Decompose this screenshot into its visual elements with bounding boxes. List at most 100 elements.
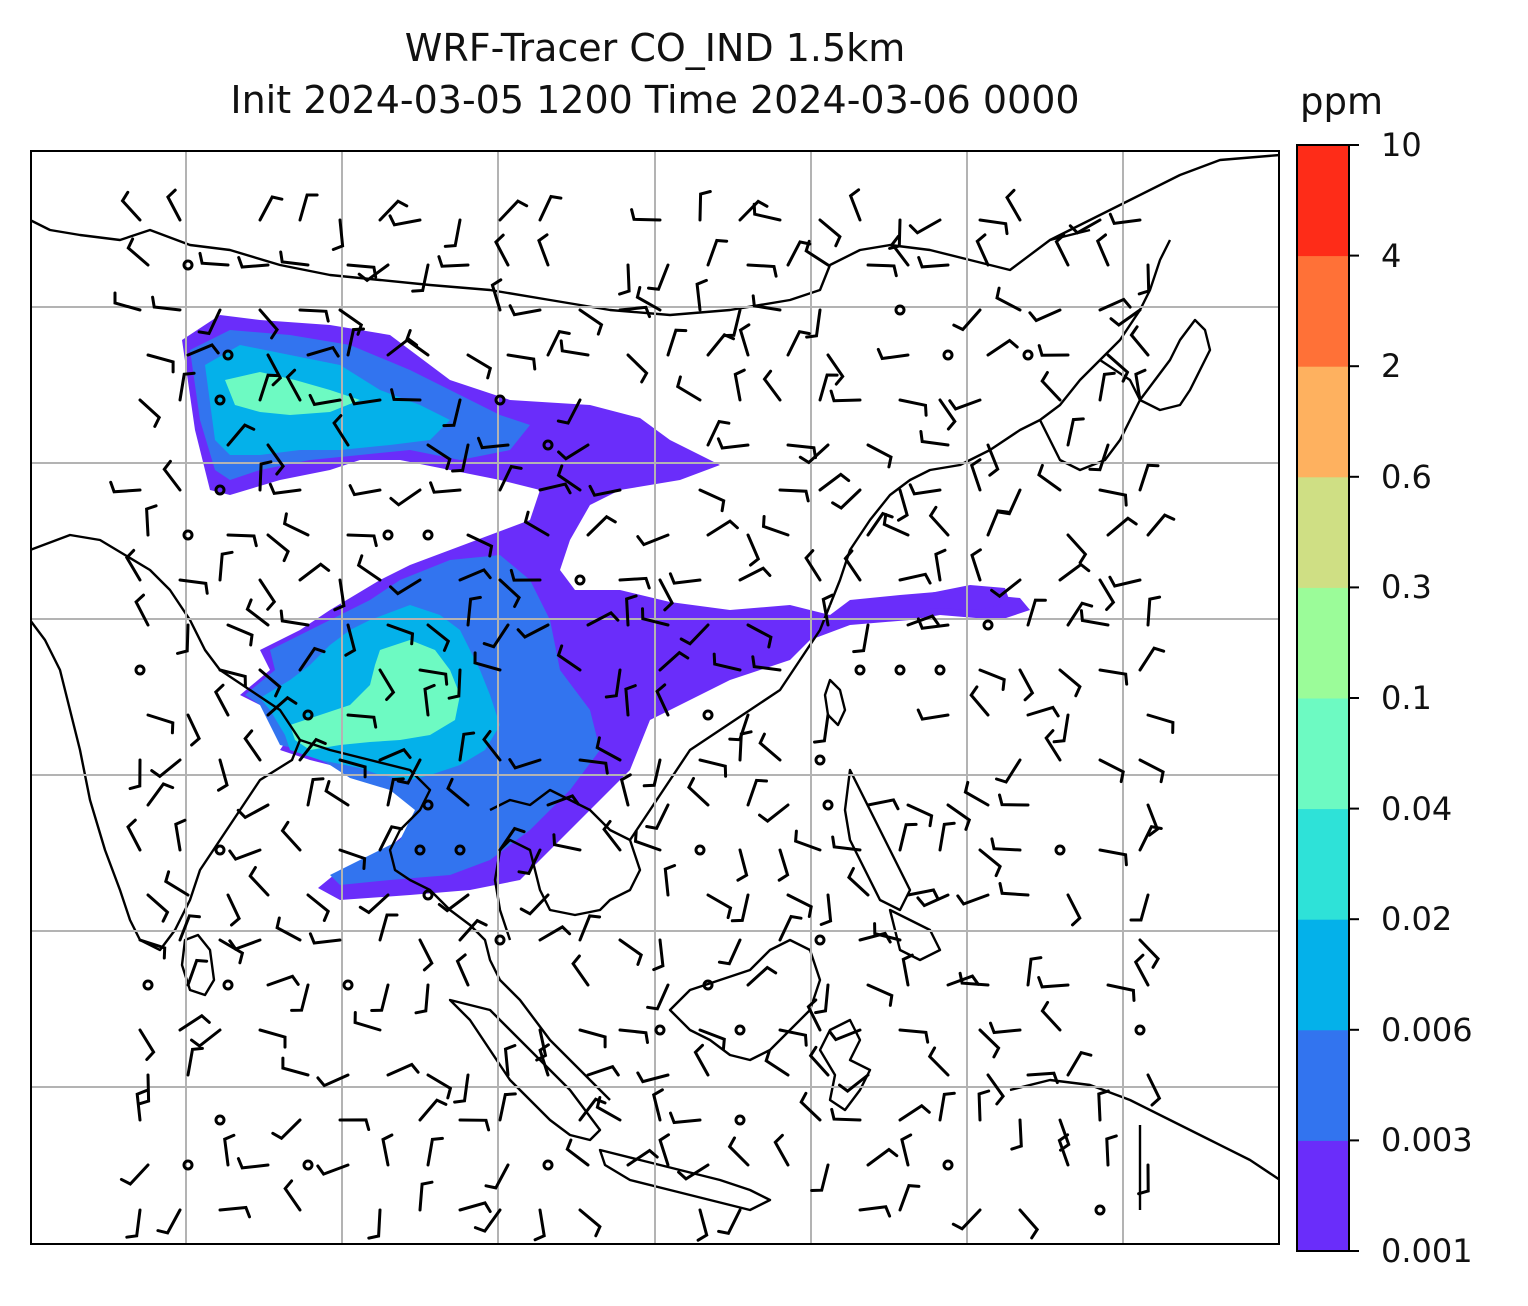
- wind-barb: [595, 736, 622, 762]
- wind-barb: [197, 308, 222, 336]
- wind-barb: [733, 368, 746, 402]
- wind-barb: [675, 375, 702, 402]
- wind-barb: [1138, 646, 1166, 672]
- wind-barb: [237, 256, 270, 269]
- wind-barb: [174, 818, 187, 852]
- wind-barb: [258, 460, 273, 492]
- wind-barb: [578, 308, 604, 336]
- calm-marker: [542, 439, 554, 451]
- wind-barb: [712, 652, 742, 672]
- wind-barb: [1028, 308, 1062, 323]
- map-panel: [30, 150, 1280, 1245]
- calm-marker: [222, 349, 234, 361]
- wind-barb: [658, 650, 690, 672]
- wind-barb: [266, 695, 298, 717]
- colorbar-unit: ppm: [1300, 80, 1384, 123]
- calm-marker: [454, 844, 466, 856]
- wind-barb: [978, 668, 1006, 691]
- calm-marker: [182, 259, 194, 271]
- wind-barb: [746, 778, 768, 807]
- wind-barb: [1098, 668, 1129, 686]
- wind-barb: [516, 623, 550, 639]
- wind-barb: [778, 1028, 808, 1047]
- wind-barb: [285, 368, 302, 402]
- wind-barb: [126, 818, 142, 852]
- wind-barb: [908, 218, 942, 235]
- wind-barb: [109, 480, 142, 494]
- wind-barb: [178, 371, 196, 402]
- calm-marker: [422, 799, 434, 811]
- wind-barb: [586, 611, 620, 627]
- wind-barb: [353, 1011, 382, 1032]
- wind-barb: [888, 218, 902, 250]
- map-svg: [30, 150, 1280, 1245]
- wind-barb: [818, 472, 851, 492]
- wind-barb: [978, 1028, 1001, 1059]
- wind-barb: [897, 488, 909, 522]
- wind-barb: [1146, 513, 1176, 537]
- wind-barb: [696, 1208, 709, 1242]
- wind-barb: [1044, 729, 1062, 762]
- wind-barb: [228, 938, 262, 951]
- wind-barb: [298, 646, 326, 672]
- wind-barb: [1098, 848, 1128, 867]
- wind-barb: [316, 1163, 350, 1176]
- wind-barb: [618, 305, 651, 319]
- wind-barb: [826, 353, 845, 386]
- wind-barb: [595, 1096, 622, 1122]
- wind-barb: [898, 1184, 921, 1212]
- wind-barb: [626, 353, 649, 384]
- wind-barb: [458, 731, 476, 762]
- wind-barb: [482, 623, 510, 649]
- wind-barb: [282, 512, 310, 537]
- wind-barb: [898, 398, 928, 417]
- wind-barb: [1137, 263, 1151, 296]
- wind-barb: [916, 617, 950, 630]
- colorbar-tick-label: 0.6: [1381, 457, 1432, 496]
- wind-barb: [619, 773, 632, 807]
- wind-barb: [498, 826, 526, 852]
- wind-barb: [866, 443, 893, 469]
- wind-barb: [113, 291, 142, 312]
- wind-barb: [275, 916, 302, 942]
- wind-barb: [370, 983, 390, 1012]
- wind-barb: [146, 353, 175, 374]
- colorbar-svg: [1296, 144, 1359, 1252]
- wind-barb: [906, 803, 934, 828]
- wind-barb: [995, 758, 1022, 784]
- wind-barb: [786, 330, 811, 357]
- wind-barb: [625, 594, 638, 627]
- coast-china-east: [828, 239, 1172, 606]
- wind-barb: [137, 1073, 151, 1106]
- wind-barb: [1066, 533, 1088, 565]
- wind-barb: [655, 683, 670, 717]
- wind-barb: [695, 278, 708, 312]
- wind-barb: [166, 188, 182, 222]
- wind-barb: [730, 893, 750, 923]
- wind-barb: [636, 1071, 670, 1084]
- colorbar-tick-label: 2: [1381, 347, 1402, 386]
- wind-barb: [565, 1138, 590, 1167]
- wind-barb: [523, 510, 550, 537]
- colorbar-segment: [1297, 919, 1349, 1031]
- wind-barb: [283, 1179, 302, 1212]
- colorbar-tick-label: 0.001: [1381, 1232, 1473, 1270]
- wind-barb: [218, 1205, 251, 1219]
- wind-barb: [633, 829, 662, 852]
- calm-marker: [654, 1024, 666, 1036]
- wind-barb: [578, 914, 602, 942]
- wind-barb: [762, 369, 782, 402]
- wind-barb: [969, 458, 982, 492]
- wind-barb: [473, 1208, 502, 1233]
- wind-barb: [1146, 1073, 1162, 1107]
- wind-barb: [138, 938, 167, 960]
- wind-barb: [946, 974, 980, 987]
- wind-barb: [604, 668, 622, 699]
- wind-barb: [248, 866, 270, 897]
- wind-barb: [927, 1046, 950, 1077]
- wind-barb: [1066, 1050, 1093, 1077]
- wind-barb: [738, 566, 772, 582]
- wind-barb: [517, 848, 542, 876]
- wind-barb: [236, 1157, 270, 1170]
- wind-barb: [578, 758, 609, 775]
